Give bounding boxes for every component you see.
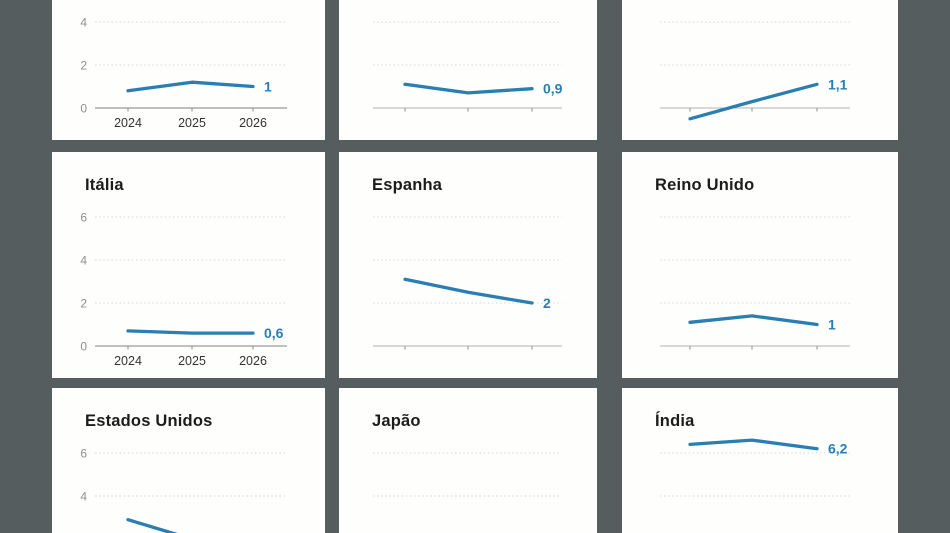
- y-tick-label: 6: [80, 211, 87, 225]
- chart-plot: 1,1: [660, 21, 850, 121]
- data-line: [126, 518, 178, 533]
- chart-card-reino-unido: Reino Unido 1: [622, 152, 898, 378]
- chart-plot: 0,9: [373, 21, 563, 112]
- value-label: 0,6: [264, 325, 284, 341]
- data-line: [688, 82, 819, 121]
- chart-plot: 0 2 4 6 2024 2025 2026 0,6: [80, 211, 287, 368]
- chart-card-top-left: 02462024202520261: [52, 0, 325, 140]
- value-label: 1,1: [828, 76, 848, 92]
- chart-title: Japão: [372, 412, 421, 430]
- chart-plot: 1: [660, 216, 850, 350]
- data-line: [403, 82, 534, 95]
- value-label: 2: [543, 295, 551, 311]
- chart-title: Espanha: [372, 176, 443, 194]
- x-tick-label: 2026: [239, 354, 267, 368]
- y-tick-label: 0: [80, 340, 87, 354]
- x-tick-label: 2024: [114, 116, 142, 130]
- chart-title: Itália: [85, 176, 124, 194]
- y-tick-label: 2: [80, 297, 87, 311]
- chart-card-estados-unidos: Estados Unidos0246202420252026: [52, 388, 325, 533]
- chart-card-top-center: 0,9: [339, 0, 597, 140]
- y-tick-label: 0: [80, 102, 87, 116]
- chart-plot: [373, 452, 562, 497]
- value-label: 0,9: [543, 81, 563, 97]
- value-label: 6,2: [828, 441, 848, 457]
- chart-title: Reino Unido: [655, 176, 755, 194]
- data-line: [403, 277, 534, 305]
- chart-plot: 2: [373, 216, 562, 350]
- y-tick-label: 4: [80, 254, 87, 268]
- y-tick-label: 4: [80, 490, 87, 504]
- data-line: [688, 314, 819, 327]
- x-tick-label: 2025: [178, 116, 206, 130]
- value-label: 1: [828, 317, 836, 333]
- chart-card-india: Índia 6,2: [622, 388, 898, 533]
- chart-plot: 6,2: [660, 438, 850, 497]
- value-label: 1: [264, 79, 272, 95]
- chart-title: Índia: [655, 412, 695, 430]
- chart-card-japao: Japão: [339, 388, 597, 533]
- y-tick-label: 6: [80, 447, 87, 461]
- data-line: [126, 329, 255, 335]
- y-tick-label: 2: [80, 59, 87, 73]
- chart-card-espanha: Espanha 2: [339, 152, 597, 378]
- data-line: [688, 438, 819, 451]
- chart-title: Estados Unidos: [85, 412, 213, 430]
- y-tick-label: 4: [80, 16, 87, 30]
- x-tick-label: 2026: [239, 116, 267, 130]
- data-line: [126, 80, 255, 93]
- x-tick-label: 2025: [178, 354, 206, 368]
- chart-card-top-right: 1,1: [622, 0, 898, 140]
- chart-plot: 02462024202520261: [80, 16, 287, 130]
- x-tick-label: 2024: [114, 354, 142, 368]
- chart-card-italia: Itália 0 2 4 6 2024 2025 2026 0,6: [52, 152, 325, 378]
